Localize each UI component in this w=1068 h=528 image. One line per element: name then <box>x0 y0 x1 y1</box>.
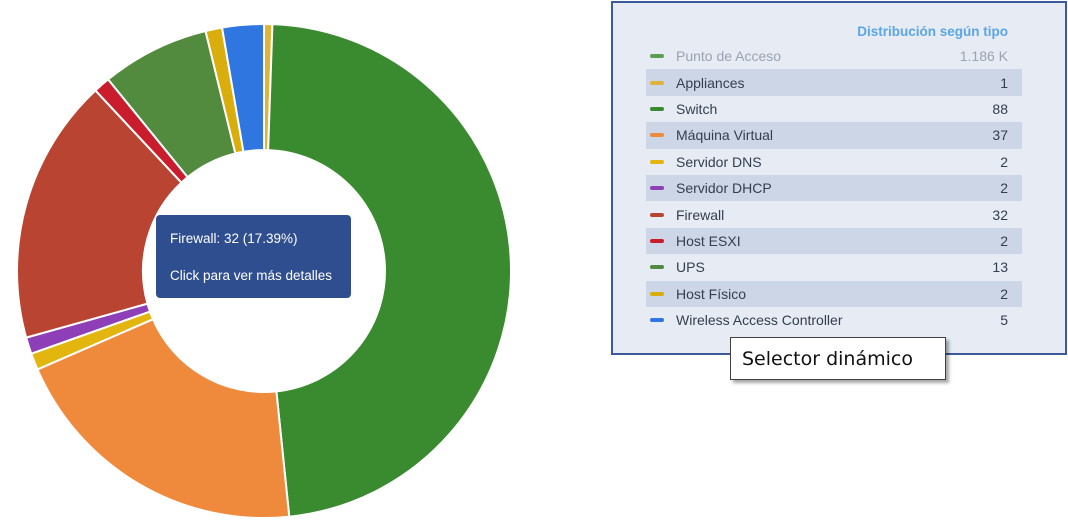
legend-item[interactable]: Máquina Virtual 37 <box>646 122 1022 149</box>
legend-swatch <box>650 80 664 85</box>
legend-swatch <box>650 238 664 243</box>
legend-panel: Distribución según tipo Punto de Acceso 1… <box>611 1 1067 355</box>
legend-item[interactable]: Switch 88 <box>646 96 1022 122</box>
legend-label: Wireless Access Controller <box>676 312 843 329</box>
tooltip-hint-line: Click para ver más detalles <box>170 268 333 283</box>
legend-swatch <box>650 212 664 217</box>
legend-value: 32 <box>992 206 1008 223</box>
legend-swatch <box>650 318 664 323</box>
legend-item[interactable]: Punto de Acceso 1.186 K <box>646 43 1022 69</box>
legend-swatch <box>650 265 664 270</box>
legend-item[interactable]: Host Físico 2 <box>646 280 1022 307</box>
legend-value: 2 <box>1000 232 1008 249</box>
legend-swatch <box>650 133 664 138</box>
tooltip-value-line: Firewall: 32 (17.39%) <box>170 231 298 246</box>
legend-swatch <box>650 106 664 111</box>
legend-list: Punto de Acceso 1.186 K Appliances 1 Switch 8… <box>646 43 1022 333</box>
legend-value: 13 <box>992 259 1008 276</box>
legend-label: Servidor DHCP <box>676 180 772 197</box>
donut-slice[interactable] <box>220 22 265 153</box>
legend-item[interactable]: Wireless Access Controller 5 <box>646 307 1022 333</box>
legend-item[interactable]: Appliances 1 <box>646 69 1022 96</box>
legend-item[interactable]: Host ESXI 2 <box>646 227 1022 255</box>
dynamic-selector-callout: Selector dinámico <box>730 337 946 380</box>
legend-label: Punto de Acceso <box>676 48 782 65</box>
legend-value: 1.186 K <box>959 48 1008 65</box>
legend-value: 2 <box>1000 285 1008 302</box>
legend-label: Máquina Virtual <box>676 127 774 144</box>
chart-tooltip: Firewall: 32 (17.39%) Click para ver más… <box>156 215 351 298</box>
legend-value: 37 <box>992 127 1008 144</box>
legend-label: Servidor DNS <box>676 153 762 170</box>
legend-item[interactable]: Servidor DHCP 2 <box>646 174 1022 202</box>
legend-value: 2 <box>1000 180 1008 197</box>
legend-value: 1 <box>1000 74 1008 91</box>
legend-swatch <box>650 186 664 191</box>
legend-label: Appliances <box>676 74 745 91</box>
legend-label: Firewall <box>676 206 725 223</box>
donut-chart[interactable] <box>0 0 540 528</box>
legend-swatch <box>650 291 664 296</box>
legend-label: Switch <box>676 100 718 117</box>
legend-value: 5 <box>1000 312 1008 329</box>
donut-slice[interactable] <box>36 317 291 519</box>
legend-label: UPS <box>676 259 705 276</box>
legend-label: Host ESXI <box>676 232 741 249</box>
legend-item[interactable]: Servidor DNS 2 <box>646 149 1022 175</box>
legend-item[interactable]: Firewall 32 <box>646 201 1022 227</box>
donut-slice[interactable] <box>267 23 512 518</box>
legend-swatch <box>650 54 664 59</box>
legend-value: 88 <box>992 100 1008 117</box>
legend-item[interactable]: UPS 13 <box>646 254 1022 280</box>
legend-swatch <box>650 159 664 164</box>
legend-title: Distribución según tipo <box>857 24 1008 39</box>
legend-value: 2 <box>1000 153 1008 170</box>
donut-slice[interactable] <box>16 89 183 339</box>
legend-label: Host Físico <box>676 285 747 302</box>
